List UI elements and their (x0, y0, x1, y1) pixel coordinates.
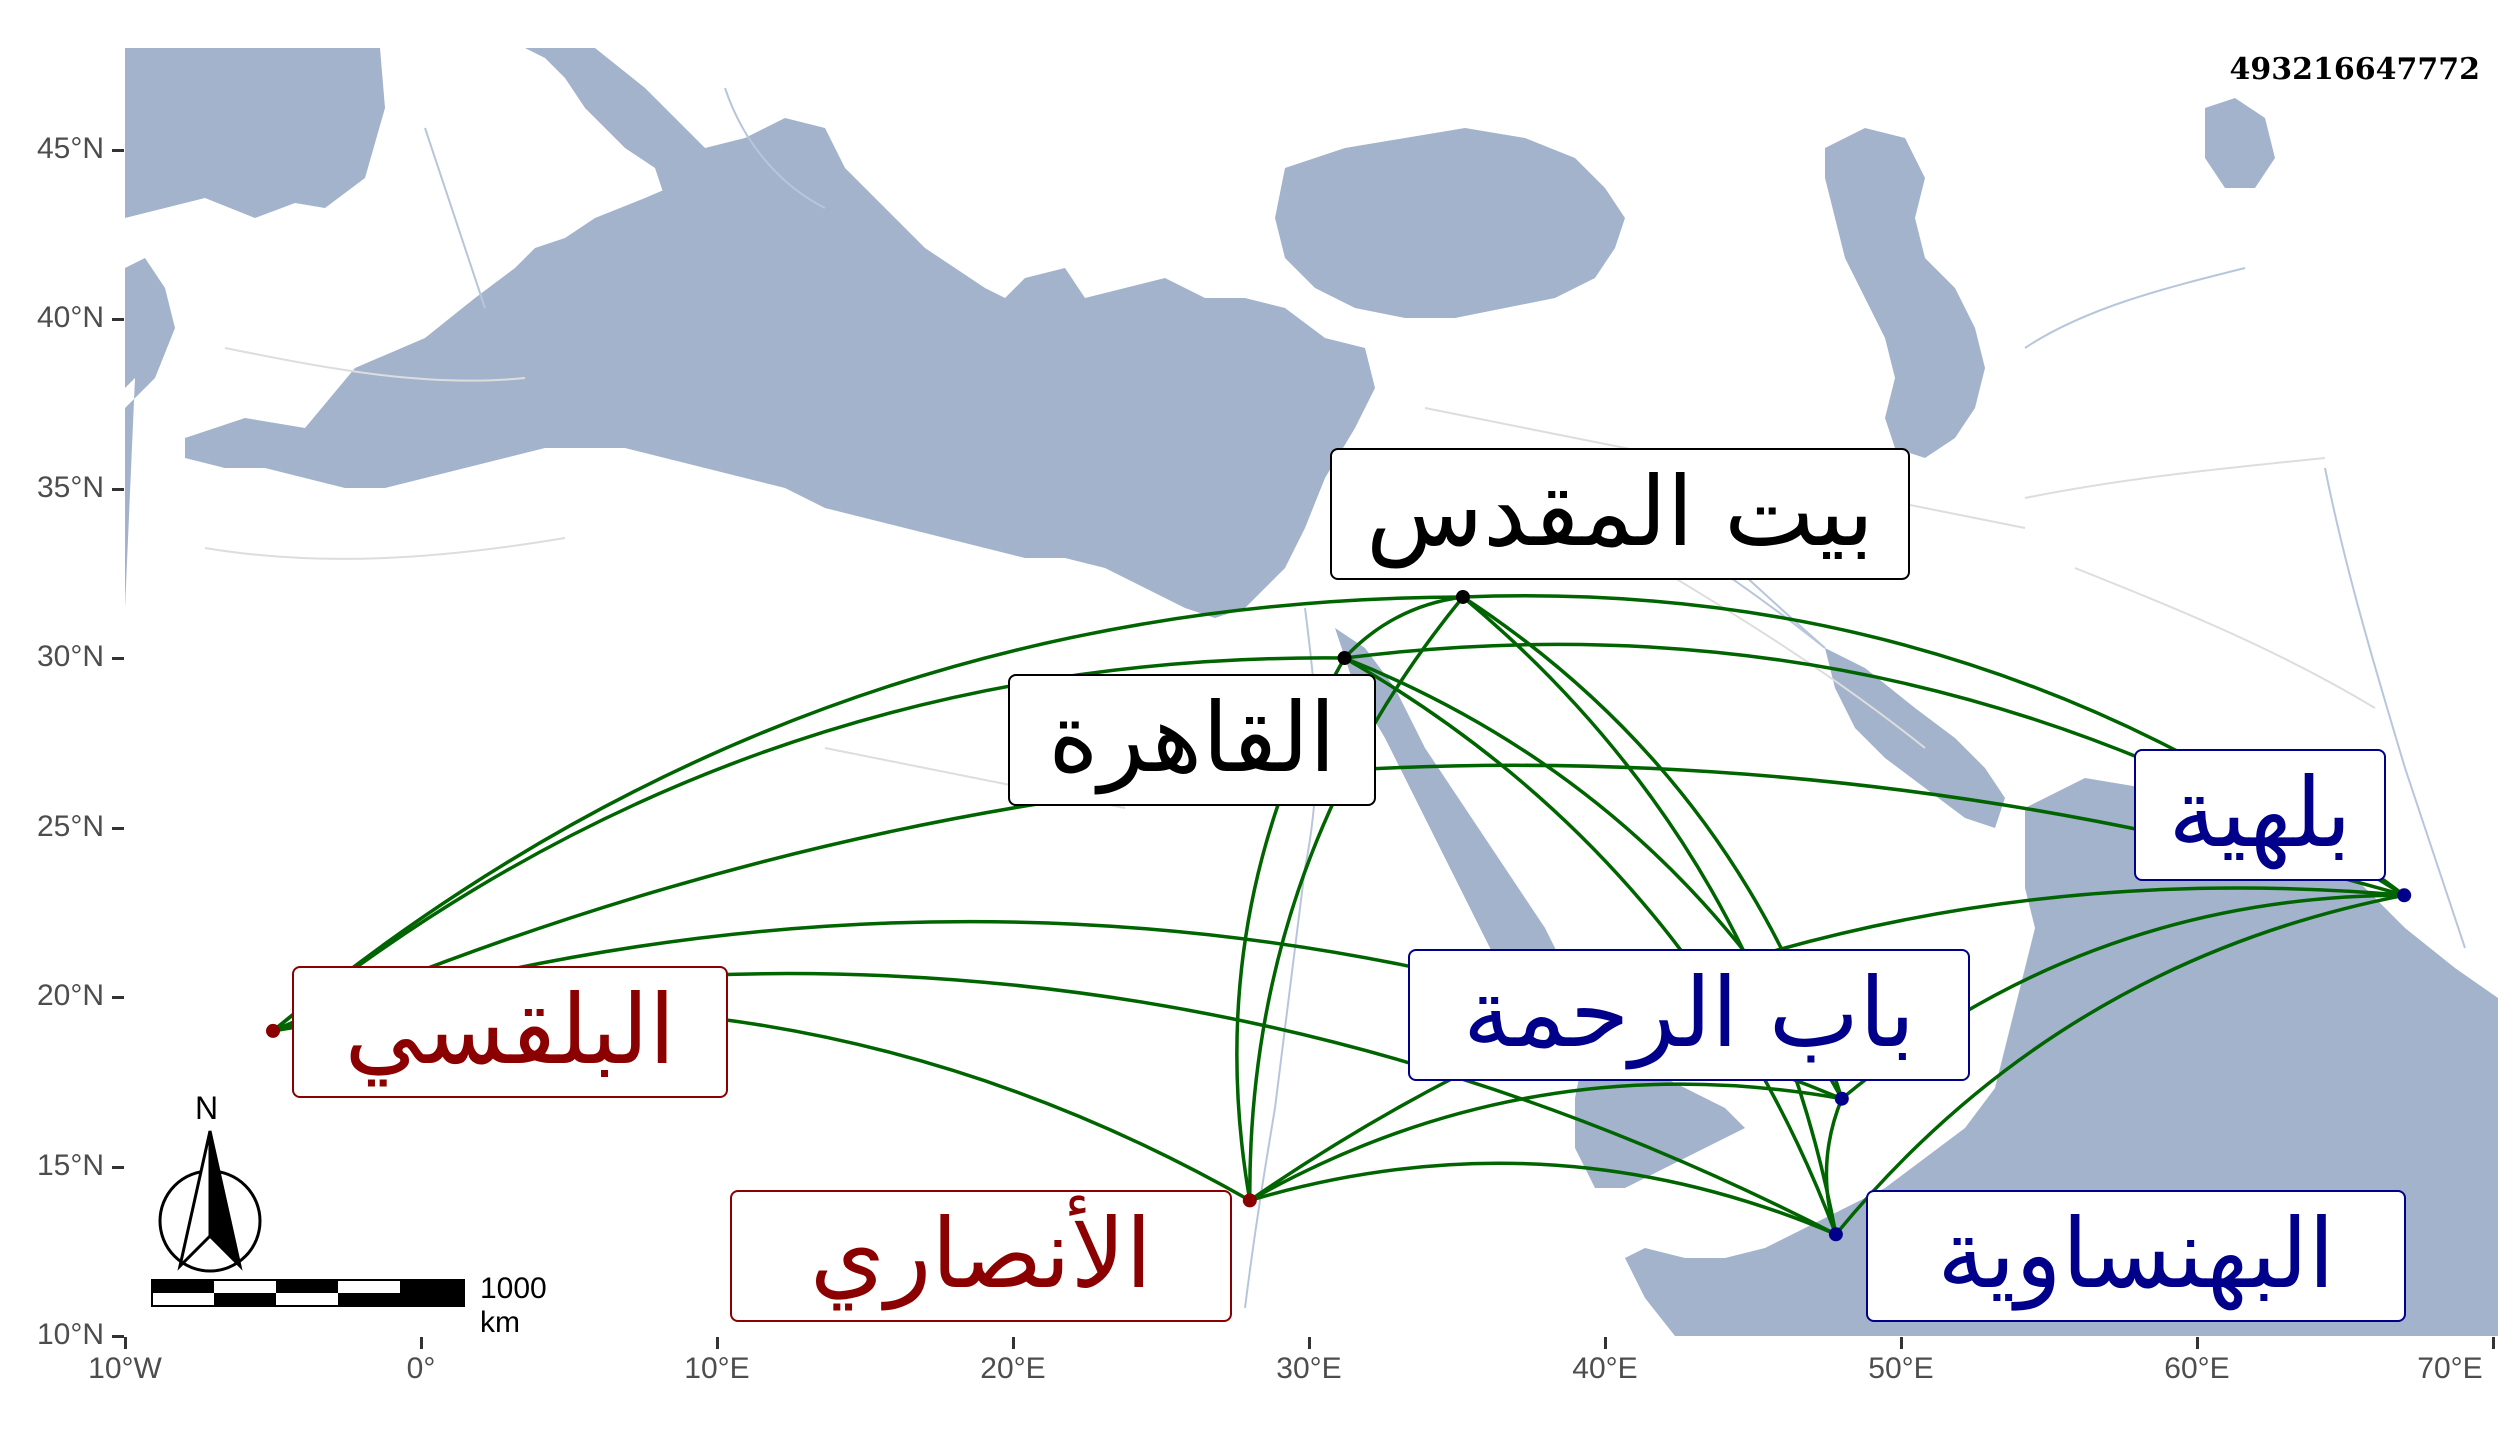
y-tick-mark (112, 487, 124, 491)
north-label: N (195, 1090, 219, 1126)
scale-bar: 1000 km (150, 1272, 547, 1339)
place-label-bilhiya[interactable]: بلهية (2134, 749, 2386, 881)
place-label-al-qahira[interactable]: القاهرة (1008, 674, 1376, 806)
y-tick-mark (112, 318, 124, 321)
mediterranean-water (185, 48, 1375, 618)
place-points (266, 589, 2412, 1242)
route-bilhiya-al-ansari (1248, 886, 2405, 1202)
route-bayt-al-maqdis-al-ansari (1248, 595, 1465, 1201)
x-tick-mark (1012, 1337, 1015, 1349)
place-label-al-bahnasawiya[interactable]: البهنساوية (1866, 1190, 2406, 1322)
place-point-bab-al-rahma[interactable] (1834, 1091, 1849, 1106)
y-tick-label: 45°N (36, 131, 104, 165)
x-tick-label: 0° (406, 1352, 436, 1385)
place-label-al-balqasi[interactable]: البلقسي (292, 966, 728, 1098)
route-bab-al-rahma-al-ansari (1248, 1082, 1843, 1202)
y-tick-label: 35°N (36, 470, 104, 504)
caspian-sea-water (1825, 128, 1985, 458)
y-tick-label: 20°N (36, 979, 104, 1012)
x-tick-label: 50°E (1868, 1352, 1934, 1385)
route-bayt-al-maqdis-al-qahira (1343, 595, 1464, 660)
place-label-text: بيت المقدس (1365, 456, 1875, 568)
y-tick-mark (112, 657, 124, 660)
x-tick-mark (1604, 1337, 1607, 1349)
place-point-al-balqasi[interactable] (266, 1023, 280, 1038)
y-tick-mark (112, 148, 124, 152)
x-tick-mark (124, 1337, 127, 1349)
black-sea-water (1275, 128, 1625, 318)
place-label-text: البلقسي (344, 974, 676, 1086)
place-label-text: الأنصاري (809, 1198, 1153, 1310)
route-al-qahira-al-bahnasawiya (1343, 656, 1838, 1235)
place-point-al-bahnasawiya[interactable] (1828, 1227, 1843, 1242)
x-tick-mark (420, 1337, 423, 1349)
y-tick-mark (112, 1335, 124, 1338)
x-tick-label: 40°E (1572, 1352, 1638, 1385)
place-point-bilhiya[interactable] (2397, 888, 2412, 903)
place-label-text: بلهية (2168, 757, 2352, 869)
scale-bar-label: 1000 km (480, 1272, 547, 1339)
y-tick-label: 25°N (36, 809, 104, 843)
x-tick-label: 10°W (88, 1352, 162, 1385)
north-arrow: N (155, 1090, 265, 1273)
route-bab-al-rahma-al-bahnasawiya (1824, 1098, 1844, 1235)
x-tick-mark (1900, 1337, 1903, 1349)
y-tick-label: 30°N (36, 640, 104, 673)
route-al-qahira-al-balqasi (271, 656, 1345, 1033)
y-tick-label: 40°N (36, 301, 104, 334)
aral-sea-water (2205, 98, 2275, 188)
x-tick-mark (716, 1337, 719, 1349)
y-tick-mark (112, 996, 124, 999)
map-id-label: 493216647772 (2229, 52, 2481, 87)
y-tick-mark (112, 1165, 124, 1169)
y-tick-label: 15°N (36, 1148, 104, 1182)
persian-gulf-water (1825, 648, 2005, 828)
gulf-of-aden-water (1575, 1048, 1745, 1188)
place-label-al-ansari[interactable]: الأنصاري (730, 1190, 1232, 1322)
place-point-al-ansari[interactable] (1242, 1193, 1257, 1208)
place-point-bayt-al-maqdis[interactable] (1455, 589, 1470, 604)
place-label-bab-al-rahma[interactable]: باب الرحمة (1408, 949, 1970, 1081)
x-tick-label: 30°E (1276, 1352, 1342, 1385)
atlantic-west-water (125, 258, 175, 608)
x-tick-label: 70°E (2417, 1352, 2483, 1385)
place-label-text: باب الرحمة (1462, 957, 1916, 1069)
place-label-text: البهنساوية (1937, 1198, 2335, 1310)
north-arrow-icon (158, 1130, 262, 1273)
x-tick-mark (2492, 1337, 2495, 1349)
route-bayt-al-maqdis-al-balqasi (271, 595, 1463, 1033)
x-tick-mark (2196, 1337, 2199, 1349)
place-label-bayt-al-maqdis[interactable]: بيت المقدس (1330, 448, 1910, 580)
place-point-al-qahira[interactable] (1337, 651, 1352, 665)
atlantic-north-water (125, 48, 385, 218)
x-tick-label: 10°E (684, 1352, 750, 1385)
y-tick-label: 10°N (36, 1318, 104, 1351)
x-tick-mark (1308, 1337, 1311, 1349)
y-tick-mark (112, 826, 124, 830)
place-label-text: القاهرة (1048, 682, 1336, 794)
route-bilhiya-al-bahnasawiya (1834, 893, 2405, 1236)
route-al-bahnasawiya-al-ansari (1249, 1161, 1837, 1236)
scale-bar-graphic (151, 1279, 465, 1307)
x-tick-label: 60°E (2164, 1352, 2230, 1385)
x-tick-label: 20°E (980, 1352, 1046, 1385)
route-bayt-al-maqdis-al-bahnasawiya (1461, 595, 1838, 1235)
